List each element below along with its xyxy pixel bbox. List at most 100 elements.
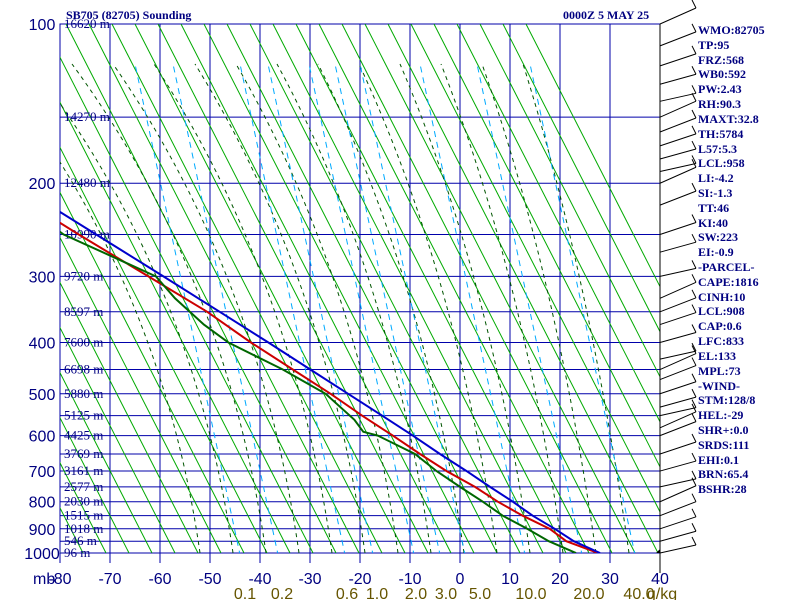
wind-barb: [659, 133, 697, 147]
wind-barb-flag: [691, 345, 697, 354]
index-item: RH:90.3: [698, 97, 741, 112]
wind-barb-flag: [691, 304, 697, 313]
mixing-ratio-label: 10.0: [515, 586, 546, 600]
wind-barb: [659, 53, 697, 67]
mixing-ratio-line: [308, 63, 415, 553]
index-item: -WIND-: [698, 378, 740, 393]
temp-tick-label: -70: [98, 571, 121, 588]
temp-tick-label: -60: [148, 571, 171, 588]
height-label: 5125 m: [64, 408, 103, 423]
index-item: LCL:958: [698, 156, 745, 171]
index-item: LI:-4.2: [698, 171, 734, 186]
index-item: KI:40: [698, 215, 728, 230]
dry-adiabat: [60, 56, 314, 553]
wind-barb: [659, 350, 697, 360]
dry-adiabats: [0, 24, 660, 553]
height-label: 5880 m: [64, 386, 103, 401]
wind-barb-flag: [691, 342, 697, 352]
dry-adiabat: [88, 24, 360, 553]
index-item: LCL:908: [698, 304, 745, 319]
dry-adiabat: [0, 24, 14, 553]
wind-barb-flag: [691, 159, 697, 168]
mixing-ratio-line: [334, 63, 441, 553]
pressure-tick-label: 600: [29, 429, 56, 446]
wind-barb: [659, 100, 697, 118]
wind-barb-flag: [691, 140, 697, 150]
wind-barb-flag: [691, 233, 697, 243]
wind-barb: [659, 148, 697, 160]
pressure-tick-label: 100: [29, 17, 56, 34]
wind-barb: [659, 31, 697, 47]
height-label: 9720 m: [64, 268, 103, 283]
wind-barb-flag: [691, 536, 697, 546]
wind-barb: [659, 411, 697, 429]
index-item: L57:5.3: [698, 141, 737, 156]
surface-marker: [656, 549, 660, 553]
temperature-profile: [60, 221, 599, 553]
index-item: WB0:592: [698, 67, 746, 82]
wind-barb-flag: [691, 413, 697, 422]
index-item: BSHR:28: [698, 482, 747, 497]
wind-barb-flag: [691, 522, 697, 532]
mixing-ratio-label: 2.0: [405, 586, 427, 600]
dry-adiabat: [60, 236, 222, 553]
wind-barb-flag: [691, 274, 697, 283]
wind-barb-flag: [691, 125, 697, 135]
dry-adiabat: [410, 24, 660, 513]
index-item: LFC:833: [698, 334, 744, 349]
index-item: CAPE:1816: [698, 274, 759, 289]
pressure-tick-label: 1000: [24, 546, 60, 563]
dry-adiabat: [387, 24, 659, 553]
dry-adiabat: [60, 101, 291, 553]
height-label: 4425 m: [64, 428, 103, 443]
index-item: EI:-0.9: [698, 245, 734, 260]
wind-barb-flag: [691, 399, 697, 408]
wind-barb-flag: [691, 357, 697, 366]
mixing-ratio-label: 0.1: [234, 586, 256, 600]
wind-barb: [659, 516, 697, 530]
wind-barb: [659, 460, 697, 472]
moist-adiabat: [235, 63, 399, 553]
wind-barb: [659, 485, 697, 503]
wind-barb: [659, 544, 697, 554]
temp-tick-label: -20: [348, 571, 371, 588]
index-item: TT:46: [698, 200, 730, 215]
mixing-ratio-line: [134, 63, 241, 553]
index-item: MAXT:32.8: [698, 111, 759, 126]
wind-barb: [659, 365, 697, 381]
dry-adiabat: [295, 24, 567, 553]
dry-adiabat: [65, 24, 337, 553]
pressure-tick-label: 200: [29, 176, 56, 193]
temp-tick-label: 20: [551, 571, 569, 588]
wind-barb-flag: [691, 23, 697, 33]
wind-barb: [659, 478, 697, 488]
wind-barb-flag: [691, 477, 697, 486]
dry-adiabat: [180, 24, 452, 553]
dry-adiabat: [60, 326, 176, 553]
wind-barb-flag: [691, 373, 697, 382]
wind-barb: [659, 267, 697, 277]
wind-barb-flag: [691, 155, 697, 164]
dry-adiabat: [525, 24, 660, 288]
mixing-ratio-label: 40.0: [623, 586, 654, 600]
dry-adiabat: [111, 24, 383, 553]
dry-adiabat: [341, 24, 613, 553]
height-label: 8597 m: [64, 304, 103, 319]
moist-adiabat: [440, 63, 564, 553]
wind-barb-flag: [691, 433, 697, 443]
moist-adiabat: [317, 63, 465, 553]
dry-adiabat: [456, 24, 660, 423]
mixing-ratio-label: 5.0: [469, 586, 491, 600]
height-label: 3769 m: [64, 446, 103, 461]
temp-tick-label: -10: [398, 571, 421, 588]
temp-tick-label: 0: [456, 571, 465, 588]
wind-barb: [659, 421, 697, 437]
index-item: -PARCEL-: [698, 260, 755, 274]
moist-adiabat: [522, 63, 630, 553]
height-label: 6698 m: [64, 362, 103, 377]
moist-adiabat: [71, 63, 267, 553]
mixing-ratio-label: 20.0: [573, 586, 604, 600]
wind-barb: [659, 166, 697, 184]
mixing-ratio-label: 1.0: [366, 586, 388, 600]
